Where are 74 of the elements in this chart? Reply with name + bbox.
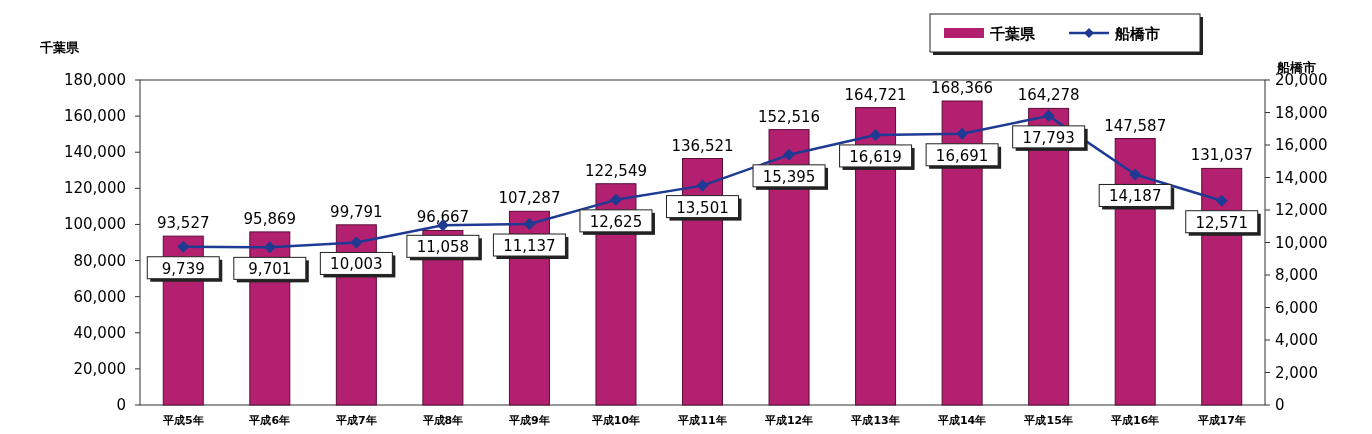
data-label: 136,521 bbox=[671, 136, 734, 155]
y-tick-label: 180,000 bbox=[63, 71, 126, 89]
x-tick-label: 平成15年 bbox=[1023, 414, 1073, 427]
x-tick-label: 平成17年 bbox=[1196, 414, 1246, 427]
point bbox=[869, 128, 882, 141]
data-label: 16,619 bbox=[849, 147, 902, 166]
data-label: 12,625 bbox=[589, 212, 643, 231]
x-tick-label: 平成6年 bbox=[248, 414, 291, 427]
point bbox=[177, 240, 190, 253]
data-label: 107,287 bbox=[498, 189, 561, 208]
y-tick-label: 20,000 bbox=[73, 359, 126, 378]
point bbox=[609, 193, 622, 206]
x-tick-label: 平成8年 bbox=[421, 414, 464, 427]
data-label: 14,187 bbox=[1108, 187, 1162, 206]
x-tick-label: 平成9年 bbox=[508, 414, 550, 427]
point bbox=[1129, 168, 1142, 181]
x-tick-label: 平成7年 bbox=[335, 414, 377, 427]
y2-tick-label: 12,000 bbox=[1275, 201, 1328, 219]
data-label: 11,137 bbox=[503, 237, 556, 256]
x-tick-label: 平成5年 bbox=[161, 414, 204, 427]
data-label: 17,793 bbox=[1022, 128, 1075, 147]
x-tick-label: 平成13年 bbox=[850, 414, 900, 427]
y2-tick-label: 10,000 bbox=[1275, 233, 1328, 252]
data-label: 122,549 bbox=[584, 161, 647, 180]
y2-tick-label: 6,000 bbox=[1275, 298, 1318, 317]
y2-tick-label: 8,000 bbox=[1275, 266, 1318, 284]
x-tick-label: 平成11年 bbox=[677, 414, 727, 427]
y-tick-label: 40,000 bbox=[73, 323, 126, 342]
y-tick-label: 80,000 bbox=[73, 251, 126, 270]
data-label: 131,037 bbox=[1190, 146, 1253, 165]
data-label: 147,587 bbox=[1104, 116, 1167, 135]
data-label: 93,527 bbox=[157, 214, 210, 233]
data-label: 99,791 bbox=[330, 202, 383, 221]
point bbox=[1042, 109, 1055, 122]
y-tick-label: 160,000 bbox=[63, 107, 126, 126]
data-label: 16,691 bbox=[935, 146, 989, 165]
y2-tick-label: 16,000 bbox=[1275, 136, 1328, 154]
y2-tick-label: 18,000 bbox=[1275, 103, 1328, 122]
point bbox=[350, 236, 363, 249]
x-tick-label: 平成10年 bbox=[590, 414, 641, 427]
point bbox=[263, 241, 276, 254]
x-tick-label: 平成16年 bbox=[1110, 414, 1160, 427]
point bbox=[1215, 194, 1228, 207]
y-axis-title: 千葉県 bbox=[39, 40, 80, 55]
y2-tick-label: 4,000 bbox=[1275, 331, 1318, 349]
point bbox=[956, 127, 969, 140]
x-tick-label: 平成14年 bbox=[936, 414, 987, 427]
data-label: 96,667 bbox=[416, 208, 470, 227]
data-label: 9,739 bbox=[161, 259, 205, 278]
y-tick-label: 100,000 bbox=[63, 215, 126, 234]
y-tick-label: 0 bbox=[116, 396, 126, 414]
y-tick-label: 60,000 bbox=[73, 287, 126, 306]
data-label: 12,571 bbox=[1195, 213, 1248, 232]
y2-tick-label: 2,000 bbox=[1275, 363, 1318, 382]
legend-label: 千葉県 bbox=[989, 25, 1036, 43]
data-label: 95,869 bbox=[243, 209, 297, 228]
data-label: 164,721 bbox=[844, 85, 907, 104]
data-label: 11,058 bbox=[416, 238, 470, 257]
y2-tick-label: 0 bbox=[1275, 396, 1285, 414]
data-label: 152,516 bbox=[758, 107, 821, 126]
y2-tick-label: 14,000 bbox=[1275, 168, 1328, 187]
point bbox=[783, 148, 796, 161]
legend-label: 船橋市 bbox=[1114, 25, 1160, 43]
data-label: 15,395 bbox=[762, 167, 816, 186]
data-label: 13,501 bbox=[676, 198, 729, 217]
point bbox=[696, 179, 709, 192]
point bbox=[523, 218, 536, 231]
data-label: 168,366 bbox=[931, 79, 994, 98]
x-tick-label: 平成12年 bbox=[763, 414, 814, 427]
y-tick-label: 140,000 bbox=[63, 143, 126, 162]
data-label: 10,003 bbox=[330, 255, 383, 274]
y-tick-label: 120,000 bbox=[63, 179, 126, 198]
data-label: 164,278 bbox=[1017, 86, 1080, 105]
data-label: 9,701 bbox=[248, 260, 292, 279]
